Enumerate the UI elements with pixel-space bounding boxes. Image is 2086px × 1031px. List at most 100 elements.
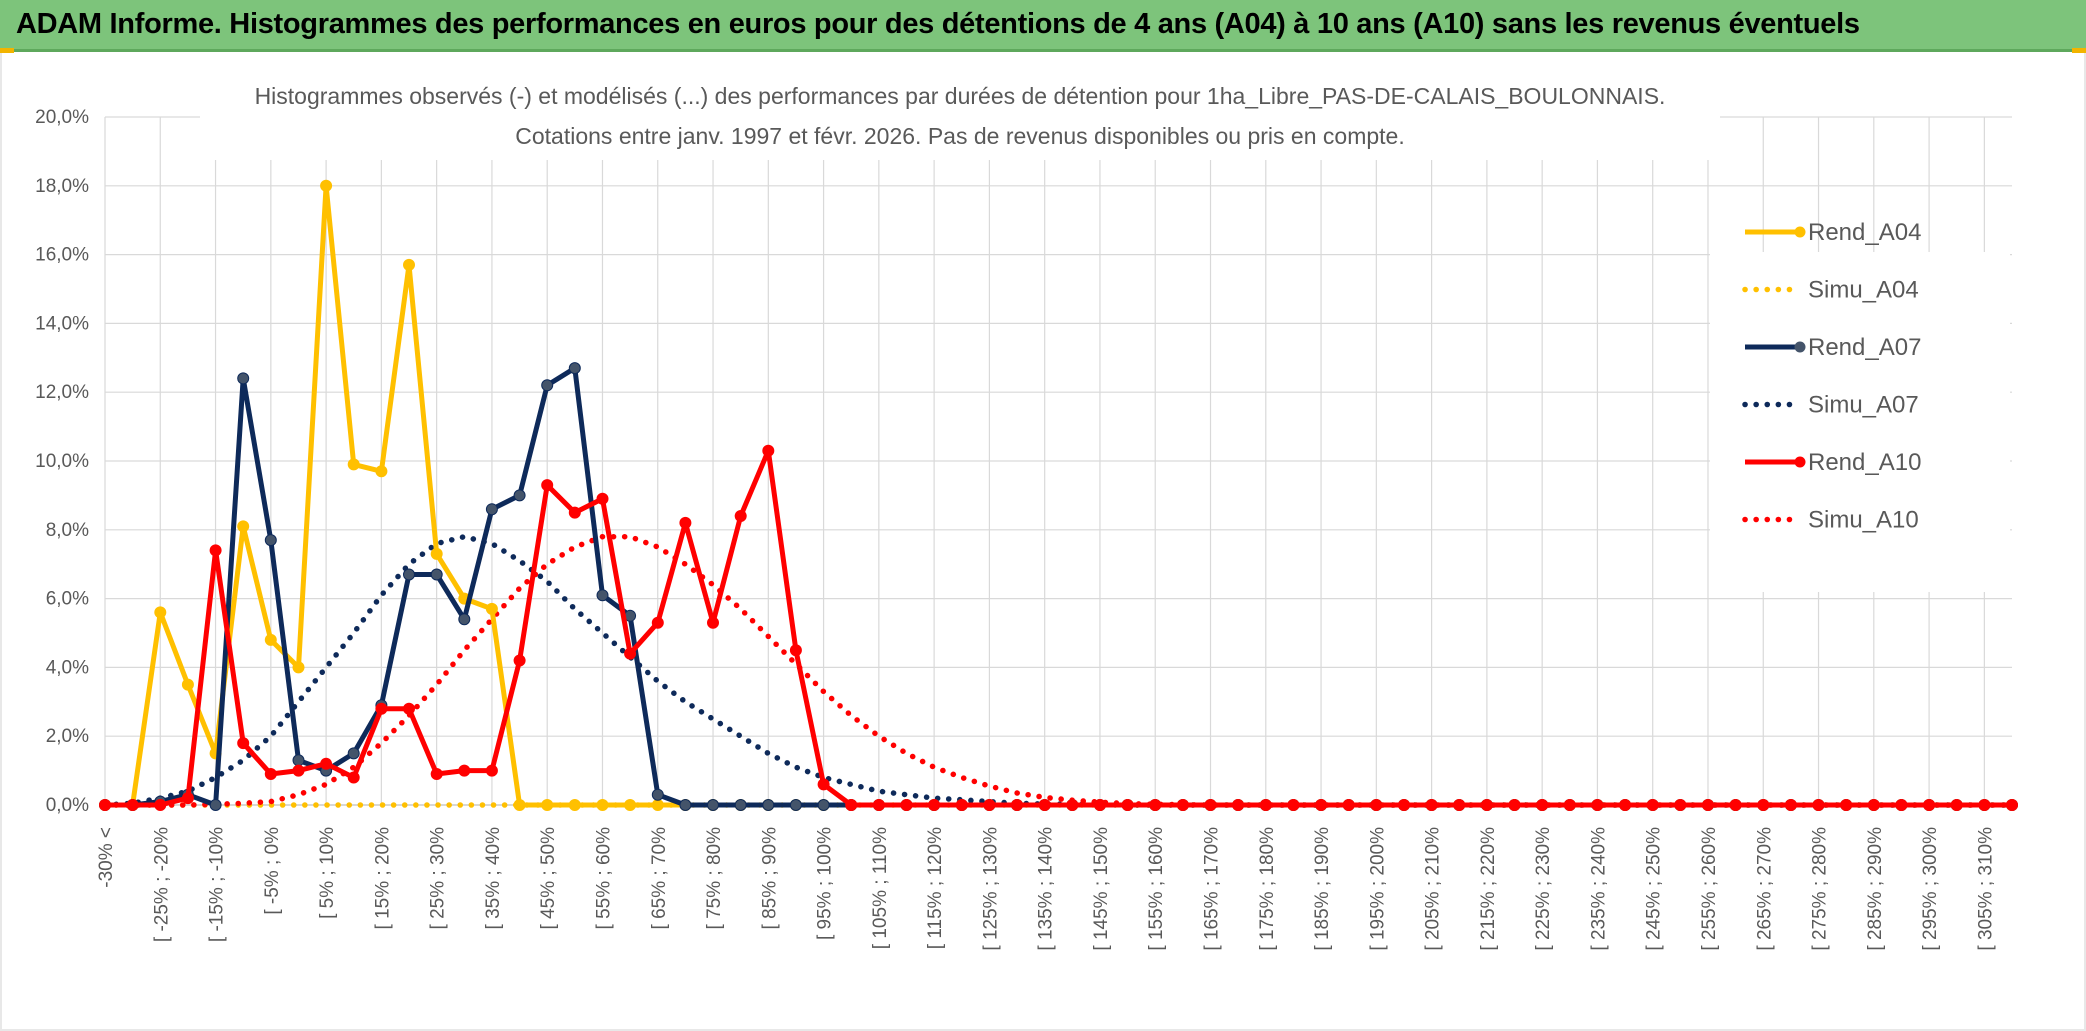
y-tick-label: 8,0% xyxy=(46,520,89,541)
x-tick-label: -30% < xyxy=(96,827,117,888)
data-point xyxy=(596,589,609,602)
data-point xyxy=(762,799,775,811)
x-tick-label: [ 225% ; 230% xyxy=(1533,827,1554,951)
x-tick-label: [ -15% ; -10% xyxy=(207,827,228,942)
x-tick-label: [ 125% ; 130% xyxy=(980,827,1001,951)
legend-marker xyxy=(1794,341,1806,353)
y-tick-label: 16,0% xyxy=(35,245,89,266)
data-point xyxy=(1536,799,1549,811)
data-point xyxy=(1674,799,1687,811)
x-tick-label: [ 305% ; 310% xyxy=(1975,827,1996,951)
data-point xyxy=(1950,799,1963,811)
data-point xyxy=(264,768,277,780)
legend-label: Simu_A04 xyxy=(1808,277,1919,304)
data-point xyxy=(1453,799,1466,811)
data-point xyxy=(513,654,526,667)
data-point xyxy=(1342,799,1355,811)
y-tick-label: 6,0% xyxy=(46,589,89,610)
data-point xyxy=(403,702,415,715)
x-tick-label: [ 285% ; 290% xyxy=(1865,827,1886,951)
corner-accent-right xyxy=(2072,48,2086,53)
data-point xyxy=(651,616,664,629)
legend-label: Rend_A04 xyxy=(1808,219,1921,246)
data-point xyxy=(485,602,498,615)
x-tick-label: [ -25% ; -20% xyxy=(151,827,172,942)
legend-item-simu-a07: Simu_A07 xyxy=(1742,392,1919,419)
header-banner: ADAM Informe. Histogrammes des performan… xyxy=(0,0,2086,52)
x-tick-label: [ 65% ; 70% xyxy=(649,827,670,930)
data-point xyxy=(789,644,802,657)
data-point xyxy=(375,702,388,715)
data-point xyxy=(955,799,968,811)
data-point xyxy=(872,799,885,811)
data-point xyxy=(292,661,305,674)
x-tick-label: [ 5% ; 10% xyxy=(317,827,338,919)
y-tick-label: 4,0% xyxy=(46,657,89,678)
legend-marker xyxy=(1794,456,1806,468)
data-point xyxy=(264,534,277,547)
x-tick-label: [ 175% ; 180% xyxy=(1257,827,1278,951)
legend-background xyxy=(1710,252,2010,592)
data-point xyxy=(734,799,747,811)
x-tick-label: [ 55% ; 60% xyxy=(593,827,614,930)
x-tick-label: [ 145% ; 150% xyxy=(1091,827,1112,951)
x-tick-label: [ 195% ; 200% xyxy=(1367,827,1388,951)
legend: Rend_A04 Simu_A04 Rend_A07 Simu_A07 Rend_A10… xyxy=(1710,219,2010,592)
data-point xyxy=(1425,799,1438,811)
data-point xyxy=(679,799,692,811)
data-point xyxy=(845,799,858,811)
data-point xyxy=(679,516,692,529)
data-point xyxy=(513,799,526,811)
data-point xyxy=(1895,799,1908,811)
data-point xyxy=(1812,799,1825,811)
data-point xyxy=(1066,799,1079,811)
data-point xyxy=(1370,799,1383,811)
legend-item-rend-a10: Rend_A10 xyxy=(1745,449,1921,476)
x-tick-label: [ 115% ; 120% xyxy=(925,827,946,949)
data-point xyxy=(347,458,360,471)
data-point xyxy=(1398,799,1410,811)
data-point xyxy=(1149,799,1162,811)
x-tick-label: [ 95% ; 100% xyxy=(815,827,836,940)
data-point xyxy=(1784,799,1797,811)
data-point xyxy=(181,678,194,691)
data-point xyxy=(513,489,526,502)
legend-label: Rend_A10 xyxy=(1808,449,1921,476)
legend-item-simu-a10: Simu_A10 xyxy=(1742,507,1919,534)
data-point xyxy=(375,465,388,478)
data-point xyxy=(347,771,360,784)
data-point xyxy=(1729,799,1742,811)
data-point xyxy=(900,799,913,811)
x-tick-label: [ 275% ; 280% xyxy=(1810,827,1831,951)
data-point xyxy=(928,799,941,811)
series-rend-a10 xyxy=(99,444,2018,811)
data-point xyxy=(458,613,471,626)
data-point xyxy=(430,768,443,780)
data-point xyxy=(1259,799,1272,811)
data-point xyxy=(2006,799,2018,811)
data-point xyxy=(1646,799,1659,811)
x-tick-label: [ 205% ; 210% xyxy=(1423,827,1444,951)
data-point xyxy=(1840,799,1853,811)
data-point xyxy=(624,647,637,660)
x-tick-label: [ 25% ; 30% xyxy=(428,827,449,930)
data-point xyxy=(651,799,664,811)
data-point xyxy=(485,503,498,516)
legend-item-rend-a07: Rend_A07 xyxy=(1745,334,1921,361)
data-point xyxy=(154,606,167,619)
x-tick-label: [ 255% ; 260% xyxy=(1699,827,1720,951)
x-tick-label: [ 85% ; 90% xyxy=(759,827,780,930)
legend-marker xyxy=(1794,226,1806,238)
data-point xyxy=(237,520,250,533)
y-tick-label: 10,0% xyxy=(35,451,89,472)
x-tick-label: [ 45% ; 50% xyxy=(538,827,559,930)
data-point xyxy=(1121,799,1134,811)
data-point xyxy=(237,737,250,750)
data-point xyxy=(1978,799,1991,811)
data-point xyxy=(707,616,719,629)
data-point xyxy=(1315,799,1328,811)
data-point xyxy=(568,799,581,811)
data-point xyxy=(762,444,775,457)
x-tick-label: [ 15% ; 20% xyxy=(372,827,393,930)
data-point xyxy=(1011,799,1023,811)
